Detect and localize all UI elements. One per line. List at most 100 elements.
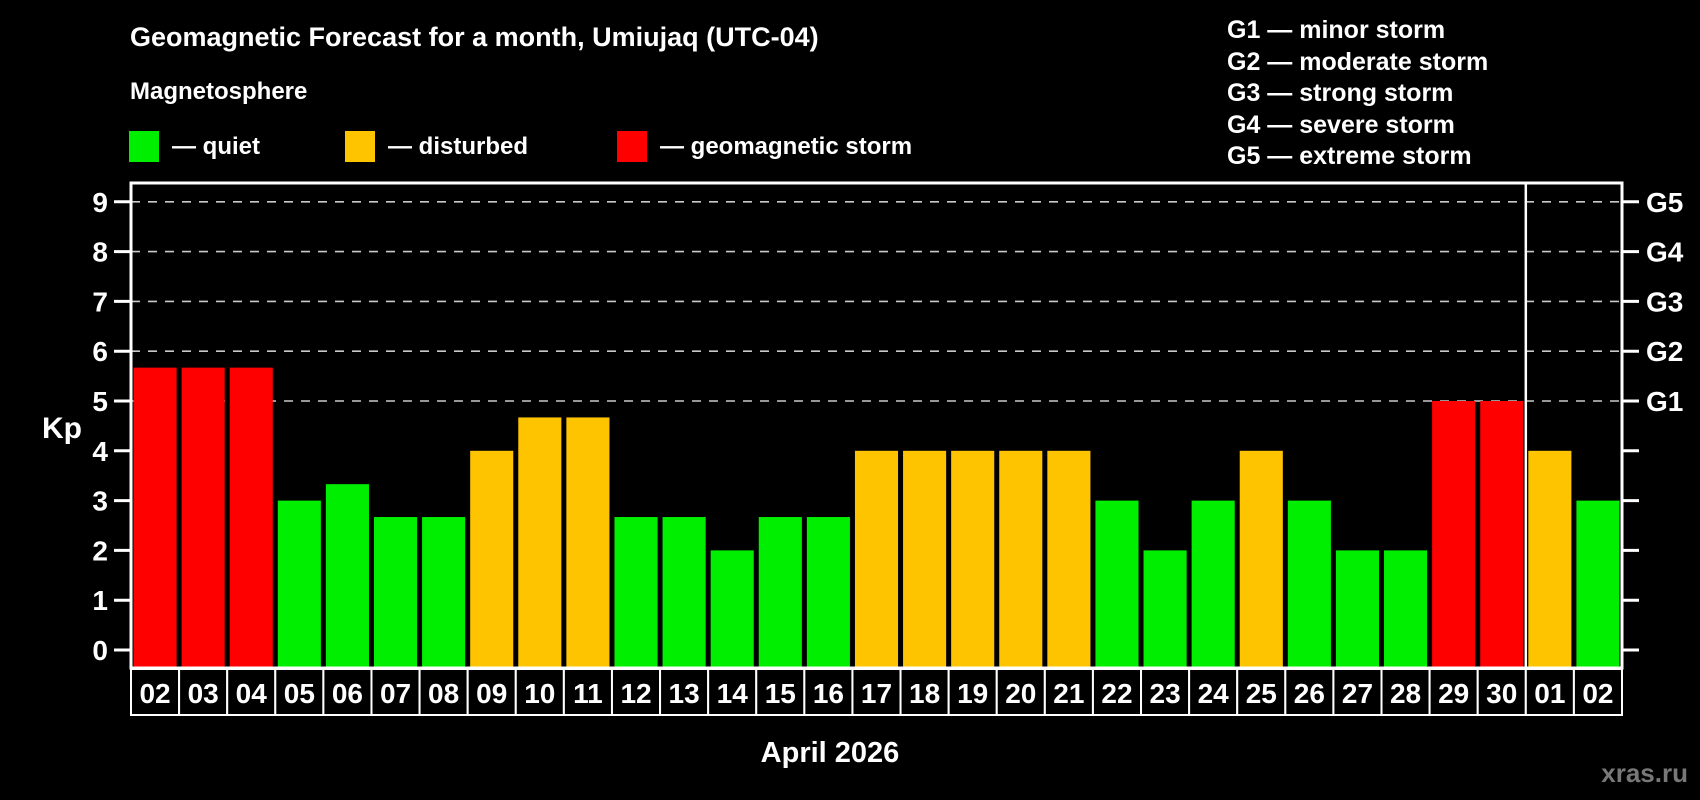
date-label-05-3: 05: [284, 678, 315, 709]
date-box-11-9: [562, 668, 613, 716]
bar-day-12-10: [614, 517, 658, 668]
y-tick-label-7: 7: [92, 286, 108, 317]
date-label-04-2: 04: [236, 678, 268, 709]
bar-day-06-4: [325, 484, 369, 668]
y-tick-label-6: 6: [92, 336, 108, 367]
quiet-color-swatch: [129, 131, 159, 162]
bar-day-30-28: [1480, 401, 1524, 668]
date-label-29-27: 29: [1438, 678, 1469, 709]
date-label-27-25: 27: [1342, 678, 1373, 709]
gridlines: [131, 201, 1622, 402]
date-label-21-19: 21: [1053, 678, 1084, 709]
storm-color-swatch: [617, 131, 647, 162]
chart-title: Geomagnetic Forecast for a month, Umiuja…: [130, 22, 819, 52]
month-label: April 2026: [760, 737, 900, 769]
g-scale-line-g4: G4 — severe storm: [1227, 110, 1455, 139]
date-label-07-5: 07: [380, 678, 411, 709]
g-axis-label-G5: G5: [1646, 187, 1683, 218]
date-box-18-16: [899, 668, 950, 716]
date-label-25-23: 25: [1246, 678, 1277, 709]
bar-day-01-29: [1528, 450, 1572, 668]
legend-label-storm: — geomagnetic storm: [660, 132, 913, 160]
date-label-30-28: 30: [1486, 678, 1517, 709]
date-label-02-30: 02: [1582, 678, 1613, 709]
date-label-17-15: 17: [861, 678, 892, 709]
date-label-16-14: 16: [813, 678, 844, 709]
disturbed-color-swatch: [345, 131, 375, 162]
date-box-30-28: [1476, 668, 1527, 716]
g-scale-legend: G1 — minor storm G2 — moderate storm G3 …: [1227, 15, 1488, 173]
bar-day-07-5: [373, 517, 418, 668]
legend-label-disturbed: — disturbed: [388, 132, 529, 160]
legend-item-storm: — geomagnetic storm: [617, 131, 912, 162]
y-tick-label-2: 2: [92, 535, 108, 566]
date-label-13-11: 13: [669, 678, 700, 709]
g-scale-line-g2: G2 — moderate storm: [1227, 47, 1489, 76]
date-label-06-4: 06: [332, 678, 363, 709]
date-box-04-2: [226, 668, 277, 716]
bar-day-27-25: [1335, 550, 1380, 668]
date-label-20-18: 20: [1005, 678, 1036, 709]
date-box-14-12: [707, 668, 758, 716]
watermark-link[interactable]: xras.ru: [1601, 758, 1688, 788]
date-box-22-20: [1091, 668, 1143, 716]
g-scale-line-g3: G3 — strong storm: [1227, 79, 1454, 108]
date-label-28-26: 28: [1390, 678, 1421, 709]
date-box-25-23: [1236, 668, 1287, 716]
bar-day-22-20: [1095, 500, 1139, 668]
g-scale-line-g5: G5 — extreme storm: [1227, 142, 1472, 171]
date-box-07-5: [370, 668, 421, 716]
bar-day-02-0: [133, 367, 177, 668]
date-label-24-22: 24: [1198, 678, 1230, 709]
bar-day-17-15: [854, 450, 899, 668]
date-label-03-1: 03: [188, 678, 219, 709]
bar-day-13-11: [662, 517, 706, 668]
g-axis-label-G2: G2: [1646, 336, 1683, 367]
bar-day-26-24: [1287, 500, 1331, 668]
bar-day-18-16: [903, 450, 947, 668]
y-tick-label-3: 3: [92, 486, 108, 517]
date-box-05-3: [274, 668, 325, 716]
date-box-10-8: [514, 668, 565, 716]
date-label-10-8: 10: [524, 678, 555, 709]
date-box-23-21: [1140, 668, 1191, 716]
y-tick-label-5: 5: [92, 386, 108, 417]
bar-day-28-26: [1384, 550, 1428, 668]
date-box-02-30: [1572, 668, 1623, 716]
date-label-22-20: 22: [1101, 678, 1132, 709]
bar-day-08-6: [422, 517, 466, 668]
kp-bars: [133, 367, 1620, 668]
bar-day-05-3: [277, 500, 321, 668]
date-box-29-27: [1428, 668, 1479, 716]
bar-day-10-8: [518, 417, 562, 668]
g-axis-label-G3: G3: [1646, 286, 1683, 317]
date-label-02-0: 02: [139, 678, 170, 709]
g-scale-line-g1: G1 — minor storm: [1227, 16, 1446, 44]
bar-day-29-27: [1432, 401, 1476, 668]
date-box-08-6: [418, 668, 469, 716]
legend-label-quiet: — quiet: [172, 132, 260, 160]
date-box-21-19: [1043, 668, 1094, 716]
y-tick-label-4: 4: [92, 436, 108, 467]
bar-day-02-30: [1576, 500, 1620, 668]
legend-item-quiet: — quiet: [129, 131, 260, 162]
date-label-23-21: 23: [1150, 678, 1181, 709]
bar-day-15-13: [758, 517, 802, 668]
date-box-27-25: [1332, 668, 1383, 716]
bar-day-09-7: [470, 450, 514, 668]
date-box-28-26: [1380, 668, 1431, 716]
date-box-12-10: [610, 668, 662, 716]
y-tick-label-1: 1: [92, 585, 108, 616]
y-axis-title: Kp: [42, 412, 82, 445]
date-label-11-9: 11: [573, 678, 603, 709]
date-label-14-12: 14: [717, 678, 749, 709]
date-box-03-1: [178, 668, 229, 716]
date-label-09-7: 09: [476, 678, 507, 709]
bar-day-24-22: [1191, 500, 1235, 668]
bar-day-19-17: [951, 450, 995, 668]
date-box-20-18: [995, 668, 1046, 716]
bar-day-16-14: [806, 517, 850, 668]
date-label-12-10: 12: [620, 678, 651, 709]
date-label-26-24: 26: [1294, 678, 1325, 709]
